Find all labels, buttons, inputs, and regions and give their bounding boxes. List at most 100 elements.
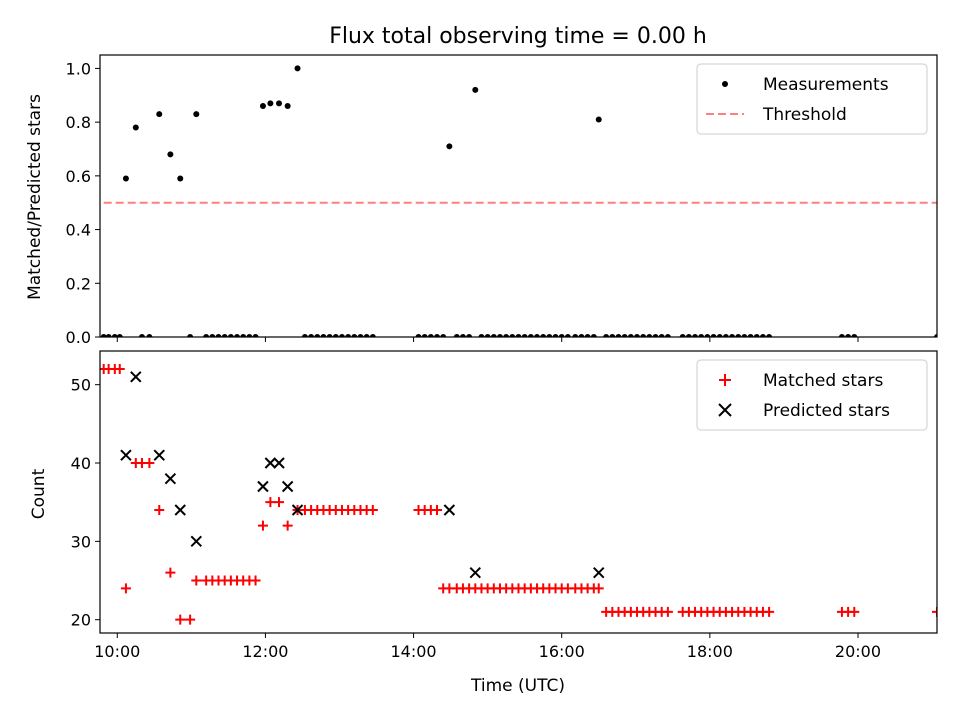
measurements-point bbox=[735, 334, 742, 337]
measurements-point bbox=[634, 334, 641, 337]
measurements-point bbox=[415, 334, 422, 337]
measurements-point bbox=[722, 334, 729, 337]
measurements-point bbox=[766, 334, 773, 337]
measurements-point bbox=[332, 334, 339, 337]
legend-marker bbox=[718, 403, 732, 417]
matched-stars-point bbox=[114, 364, 125, 375]
measurements-point bbox=[496, 334, 503, 337]
measurements-point bbox=[472, 86, 479, 93]
measurements-point bbox=[652, 334, 659, 337]
matched-stars-point bbox=[120, 583, 131, 594]
measurements-point bbox=[621, 334, 628, 337]
bottom-x-axis-label: Time (UTC) bbox=[470, 676, 565, 696]
x-tick-label: 18:00 bbox=[687, 642, 733, 661]
measurements-point bbox=[132, 124, 139, 131]
measurements-point bbox=[100, 334, 107, 337]
y-tick-label: 1.0 bbox=[66, 59, 91, 78]
measurements-point bbox=[122, 175, 129, 182]
matched-stars-point bbox=[191, 575, 202, 586]
measurements-point bbox=[595, 116, 602, 123]
x-tick-label: 10:00 bbox=[94, 642, 140, 661]
measurements-point bbox=[729, 334, 736, 337]
bottom-plot: 20 30 40 50 10:00 12:00 14:00 16:00 18:00 20:00 Ma… bbox=[71, 350, 938, 661]
legend-label: Predicted stars bbox=[763, 401, 890, 421]
measurements-point bbox=[509, 334, 516, 337]
predicted-stars-point bbox=[120, 449, 132, 461]
matched-stars-point bbox=[367, 505, 378, 516]
legend-marker bbox=[722, 81, 728, 87]
top-plot: 0.0 0.2 0.4 0.6 0.8 1.0 Measurements Threshold bbox=[66, 54, 938, 347]
measurements-point bbox=[111, 334, 118, 337]
measurements-point bbox=[578, 334, 585, 337]
legend: Matched stars Predicted stars bbox=[696, 359, 928, 431]
measurements-point bbox=[221, 334, 228, 337]
measurements-point bbox=[453, 334, 460, 337]
plot-area bbox=[100, 364, 937, 625]
measurements-point bbox=[308, 334, 315, 337]
measurements-point bbox=[558, 334, 565, 337]
top-y-axis-label: Matched/Predicted stars bbox=[25, 94, 45, 300]
measurements-point bbox=[234, 334, 241, 337]
measurements-point bbox=[427, 334, 434, 337]
matched-stars-point bbox=[185, 614, 196, 625]
measurements-point bbox=[747, 334, 754, 337]
measurements-point bbox=[177, 175, 184, 182]
measurements-point bbox=[851, 334, 858, 337]
measurements-point bbox=[679, 334, 686, 337]
measurements-point bbox=[351, 334, 358, 337]
measurements-point bbox=[503, 334, 510, 337]
measurements-point bbox=[446, 143, 453, 150]
measurements-point bbox=[716, 334, 723, 337]
predicted-stars-point bbox=[273, 457, 285, 469]
measurements-point bbox=[187, 334, 194, 337]
measurements-point bbox=[584, 334, 591, 337]
measurements-point bbox=[138, 334, 145, 337]
x-tick-label: 16:00 bbox=[539, 642, 585, 661]
measurements-point bbox=[704, 334, 711, 337]
y-tick-label: 0.4 bbox=[66, 221, 91, 240]
measurements-point bbox=[146, 334, 153, 337]
measurements-point bbox=[320, 334, 327, 337]
matched-stars-point bbox=[662, 606, 673, 617]
measurements-point bbox=[459, 334, 466, 337]
measurements-point bbox=[698, 334, 705, 337]
measurements-point bbox=[357, 334, 364, 337]
y-tick-label: 0.6 bbox=[66, 167, 91, 186]
matched-stars-point bbox=[144, 458, 155, 469]
measurements-point bbox=[609, 334, 616, 337]
y-tick-label: 0.8 bbox=[66, 113, 91, 132]
measurements-point bbox=[658, 334, 665, 337]
measurements-point bbox=[209, 334, 216, 337]
y-tick-label: 20 bbox=[71, 611, 91, 630]
measurements-point bbox=[759, 334, 766, 337]
measurements-point bbox=[490, 334, 497, 337]
y-tick-label: 40 bbox=[71, 454, 91, 473]
chart-title: Flux total observing time = 0.00 h bbox=[329, 24, 707, 49]
measurements-point bbox=[314, 334, 321, 337]
predicted-stars-point bbox=[164, 472, 177, 485]
measurements-point bbox=[527, 334, 534, 337]
measurements-point bbox=[227, 334, 234, 337]
predicted-stars-point bbox=[257, 480, 269, 493]
legend-marker bbox=[719, 374, 731, 386]
y-tick-label: 50 bbox=[71, 376, 91, 395]
measurements-point bbox=[105, 334, 112, 337]
measurements-point bbox=[240, 334, 247, 337]
plot-area bbox=[100, 65, 937, 337]
measurements-point bbox=[564, 334, 571, 337]
measurements-point bbox=[478, 334, 485, 337]
matched-stars-point bbox=[764, 606, 775, 617]
matched-stars-point bbox=[175, 614, 186, 625]
measurements-point bbox=[259, 103, 266, 110]
matched-stars-point bbox=[250, 575, 261, 586]
predicted-stars-point bbox=[153, 449, 165, 461]
x-tick-label: 14:00 bbox=[391, 642, 437, 661]
measurements-point bbox=[615, 334, 622, 337]
measurements-point bbox=[156, 111, 163, 118]
measurements-point bbox=[284, 103, 291, 110]
measurements-point bbox=[434, 334, 441, 337]
bottom-y-axis-label: Count bbox=[29, 468, 49, 519]
plot-frame bbox=[99, 350, 938, 634]
measurements-point bbox=[345, 334, 352, 337]
matched-stars-point bbox=[165, 567, 176, 578]
